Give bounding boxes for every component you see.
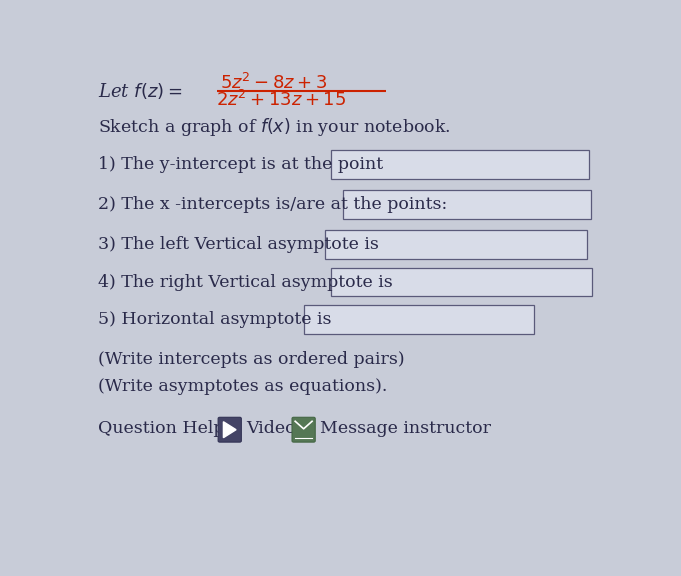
FancyBboxPatch shape	[218, 417, 241, 442]
Text: Sketch a graph of $f(x)$ in your notebook.: Sketch a graph of $f(x)$ in your noteboo…	[98, 116, 451, 138]
FancyBboxPatch shape	[330, 268, 592, 297]
Text: Let $f(z) = $: Let $f(z) = $	[98, 81, 183, 101]
FancyBboxPatch shape	[330, 150, 589, 179]
Text: $2z^2+13z+15$: $2z^2+13z+15$	[216, 90, 346, 110]
Text: Question Help:: Question Help:	[98, 420, 231, 437]
Text: Message instructor: Message instructor	[320, 420, 491, 437]
FancyBboxPatch shape	[304, 305, 534, 334]
FancyBboxPatch shape	[292, 417, 315, 442]
Text: 3) The left Vertical asymptote is: 3) The left Vertical asymptote is	[98, 236, 379, 253]
Polygon shape	[223, 422, 236, 438]
Text: (Write asymptotes as equations).: (Write asymptotes as equations).	[98, 378, 387, 395]
Text: Video: Video	[246, 420, 296, 437]
Text: $5z^2-8z+3$: $5z^2-8z+3$	[220, 73, 327, 93]
Text: 1) The y-intercept is at the point: 1) The y-intercept is at the point	[98, 156, 383, 173]
FancyBboxPatch shape	[343, 190, 590, 219]
Text: 2) The x -intercepts is/are at the points:: 2) The x -intercepts is/are at the point…	[98, 196, 447, 213]
Text: 5) Horizontal asymptote is: 5) Horizontal asymptote is	[98, 311, 332, 328]
FancyBboxPatch shape	[326, 230, 586, 259]
Text: 4) The right Vertical asymptote is: 4) The right Vertical asymptote is	[98, 274, 393, 290]
Text: (Write intercepts as ordered pairs): (Write intercepts as ordered pairs)	[98, 351, 405, 368]
